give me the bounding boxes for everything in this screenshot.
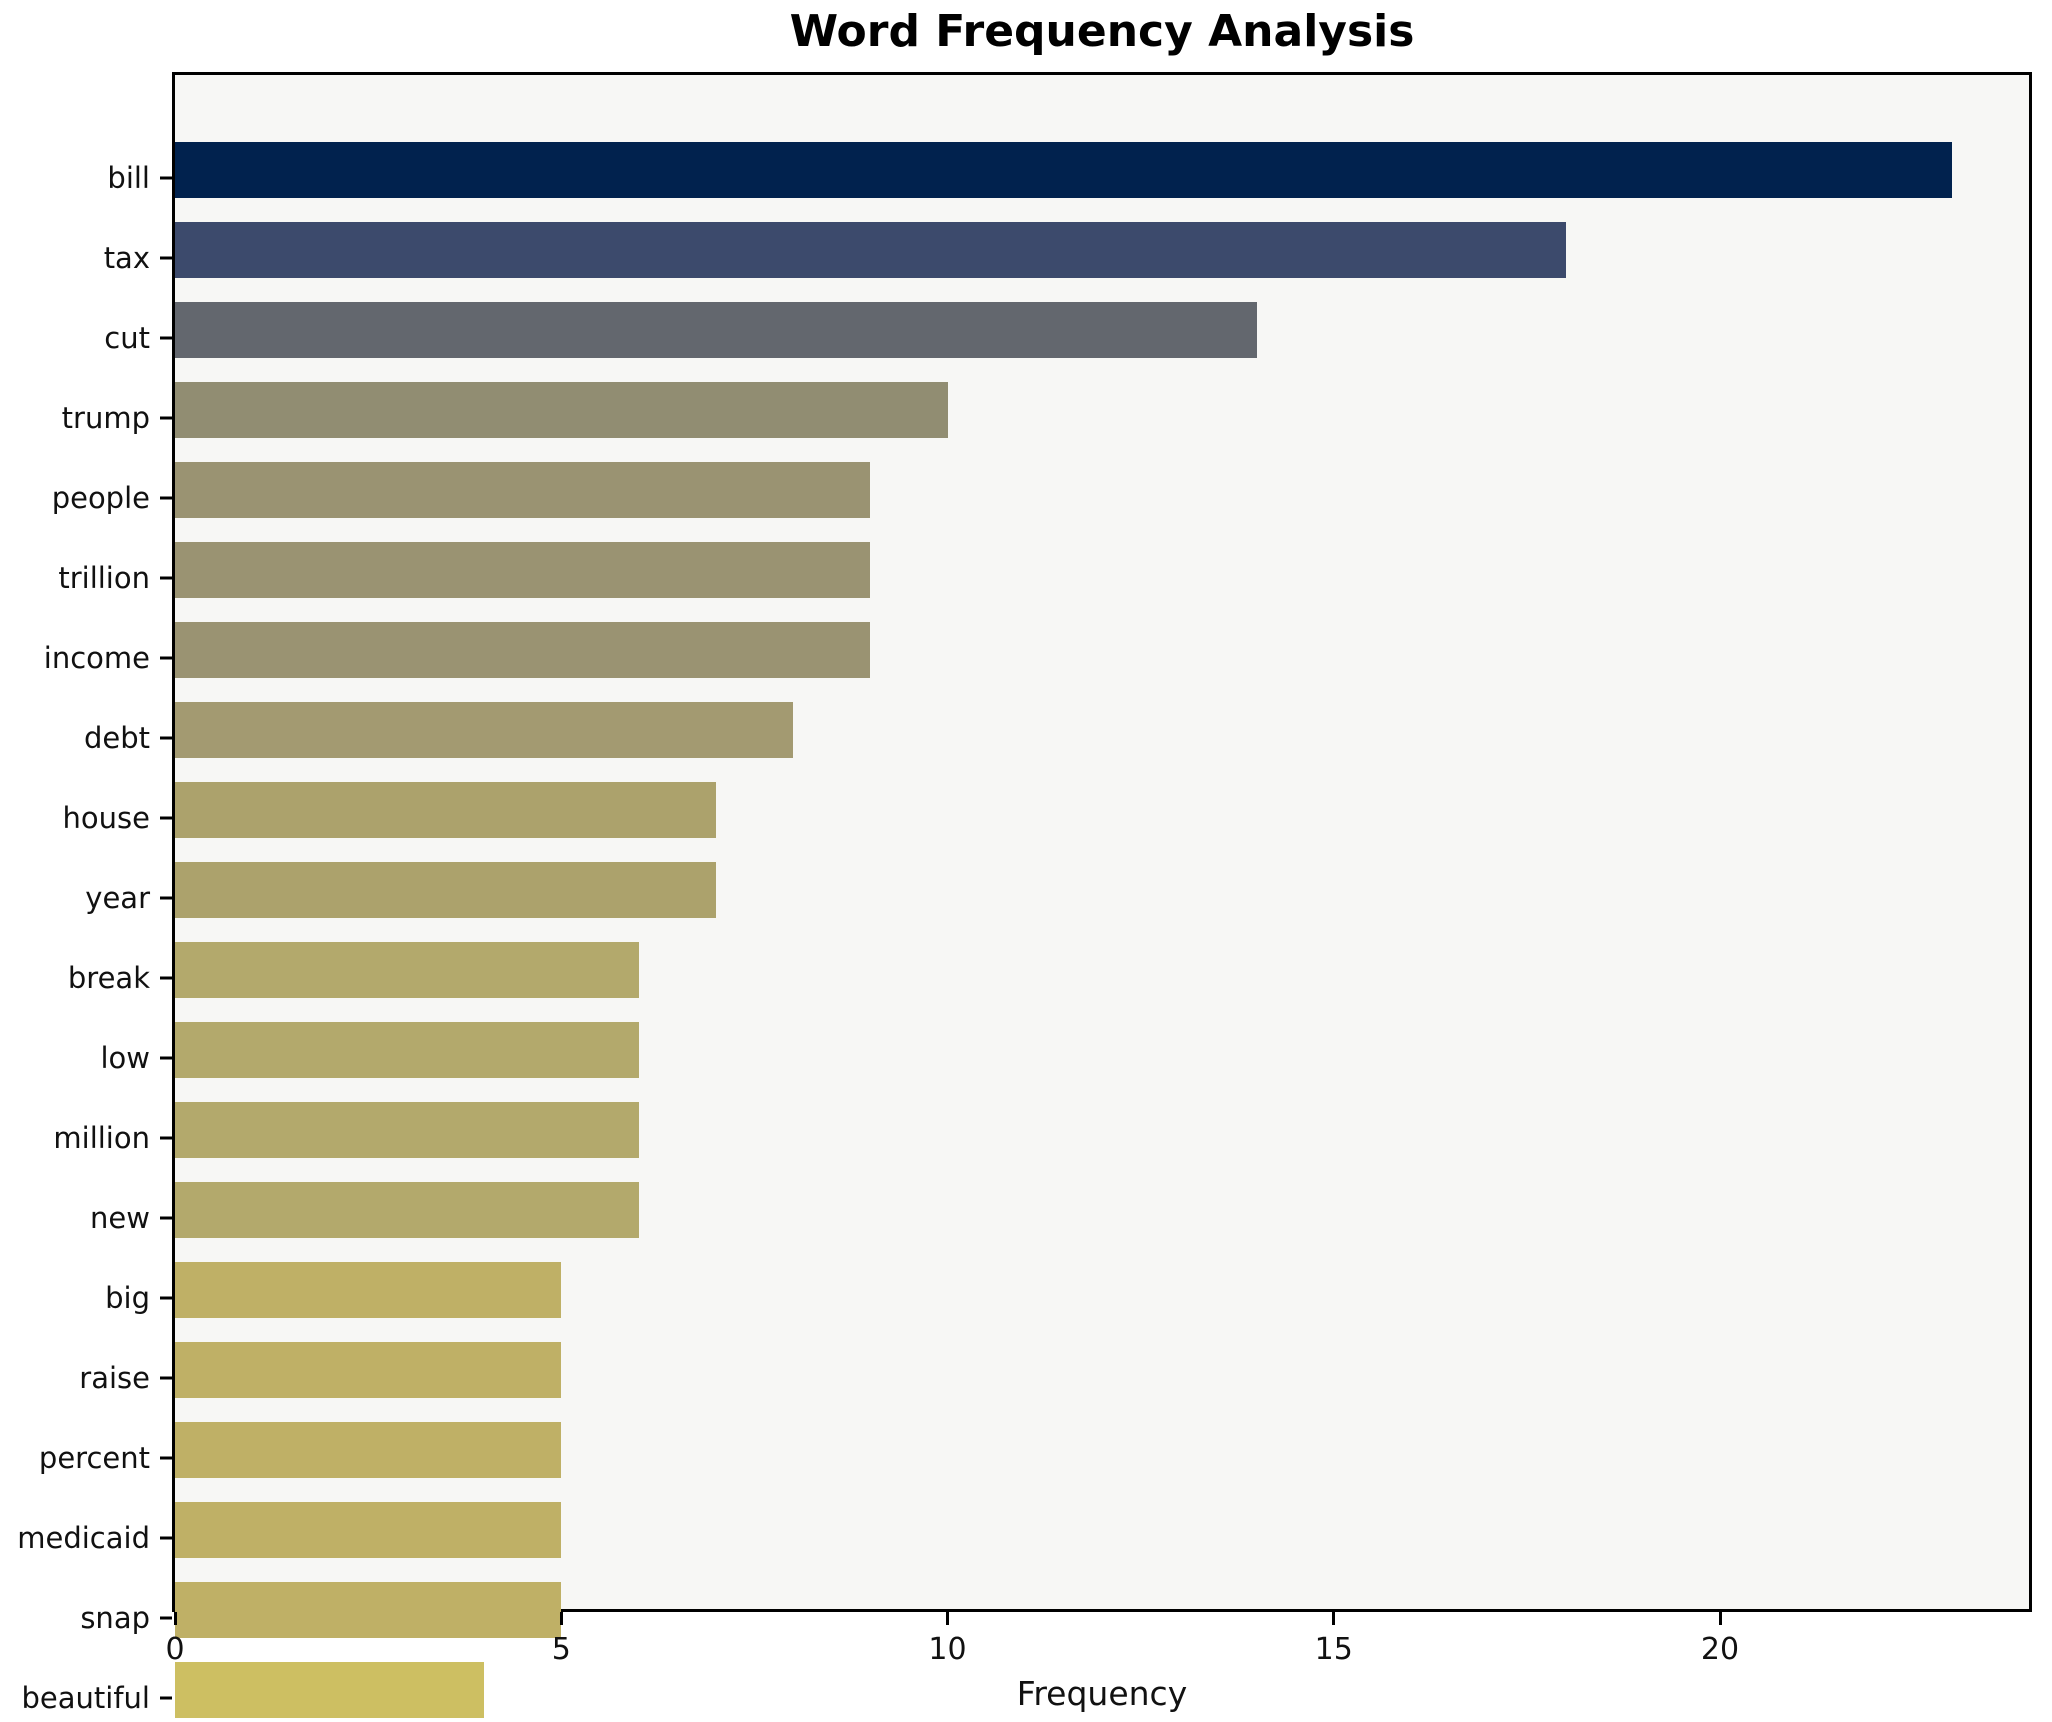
bar-row: beautiful [22, 1662, 2029, 1722]
bar-row: bill [107, 142, 2029, 214]
bar-row: break [68, 942, 2029, 1014]
bar-row: medicaid [17, 1502, 2029, 1574]
y-tick-label: year [85, 881, 150, 915]
y-tick-label: tax [103, 241, 150, 275]
bar-row: snap [80, 1582, 2029, 1654]
y-tick-mark [160, 816, 172, 820]
y-tick-mark [160, 1456, 172, 1460]
bar [175, 1582, 562, 1638]
y-tick-mark [160, 176, 172, 180]
y-tick-mark [160, 1136, 172, 1140]
x-tick-label: 10 [928, 1632, 967, 1667]
y-tick-mark [160, 416, 172, 420]
bar-row: new [90, 1182, 2029, 1254]
bar [175, 942, 639, 998]
y-tick-mark [160, 1056, 172, 1060]
y-tick-label: income [43, 641, 150, 675]
y-tick-label: break [67, 961, 150, 995]
y-tick-label: cut [104, 321, 150, 355]
bar-row: low [100, 1022, 2029, 1094]
bar-row: tax [104, 222, 2029, 294]
bar [175, 1182, 639, 1238]
bar-row: income [44, 622, 2029, 694]
x-tick-mark [1718, 1612, 1722, 1625]
y-tick-label: percent [38, 1441, 150, 1475]
bar-row: house [63, 782, 2029, 854]
bar-row: people [52, 462, 2029, 534]
y-tick-mark [160, 1216, 172, 1220]
y-tick-mark [160, 1536, 172, 1540]
x-tick-label: 5 [551, 1632, 571, 1667]
bar-row: cut [104, 302, 2029, 374]
x-axis-label: Frequency [1016, 1674, 1188, 1713]
bar [175, 622, 871, 678]
y-tick-mark [160, 1696, 172, 1700]
x-tick-mark [1332, 1612, 1336, 1625]
y-tick-label: debt [83, 721, 150, 755]
y-tick-mark [160, 976, 172, 980]
y-tick-label: medicaid [17, 1521, 150, 1555]
x-tick-label: 20 [1700, 1632, 1740, 1667]
y-tick-label: low [100, 1041, 150, 1075]
bar [175, 782, 716, 838]
chart-title: Word Frequency Analysis [789, 6, 1415, 57]
y-tick-label: bill [107, 161, 150, 195]
y-tick-label: million [53, 1121, 150, 1155]
bar [175, 1662, 484, 1718]
bar [175, 1342, 562, 1398]
bar-row: trump [62, 382, 2029, 454]
bar [175, 1422, 562, 1478]
bar [175, 142, 1952, 198]
bar [175, 1102, 639, 1158]
y-tick-label: snap [80, 1601, 150, 1635]
bar [175, 542, 871, 598]
y-tick-mark [160, 656, 172, 660]
y-tick-mark [160, 736, 172, 740]
bar-row: raise [79, 1342, 2029, 1414]
y-tick-mark [160, 1616, 172, 1620]
y-tick-mark [160, 1296, 172, 1300]
y-tick-label: house [62, 801, 150, 835]
y-tick-label: trump [61, 401, 150, 435]
y-tick-label: people [51, 481, 150, 515]
bar [175, 382, 948, 438]
bar [175, 462, 871, 518]
bar [175, 1262, 562, 1318]
x-tick-mark [559, 1612, 563, 1625]
bar-row: percent [39, 1422, 2029, 1494]
x-tick-mark [946, 1612, 949, 1625]
bar [175, 862, 716, 918]
bar [175, 302, 1257, 358]
y-tick-label: trillion [58, 561, 150, 595]
y-tick-mark [160, 336, 172, 340]
y-tick-mark [160, 496, 172, 500]
x-tick-mark [173, 1612, 177, 1625]
bar [175, 1022, 639, 1078]
y-tick-label: new [90, 1201, 150, 1235]
bar-row: trillion [58, 542, 2029, 614]
bar-row: million [53, 1102, 2029, 1174]
y-tick-label: big [105, 1281, 150, 1315]
plot-area: bill tax cut trump people trillion income debt h… [17, 72, 2032, 1718]
y-tick-mark [160, 896, 172, 900]
y-tick-mark [160, 1376, 172, 1380]
y-tick-mark [160, 256, 172, 260]
bar [175, 1502, 562, 1558]
x-tick-label: 15 [1314, 1632, 1353, 1667]
bar-row: debt [84, 702, 2029, 774]
y-tick-label: beautiful [21, 1681, 150, 1715]
bar-row: big [105, 1262, 2029, 1334]
bar [175, 222, 1566, 278]
x-tick-label: 0 [165, 1632, 185, 1667]
bar [175, 702, 793, 758]
bar-row: year [85, 862, 2029, 934]
y-tick-label: raise [79, 1361, 150, 1395]
y-tick-mark [160, 576, 172, 580]
bar-rows: bill tax cut trump people trillion income debt h… [17, 134, 2029, 1722]
